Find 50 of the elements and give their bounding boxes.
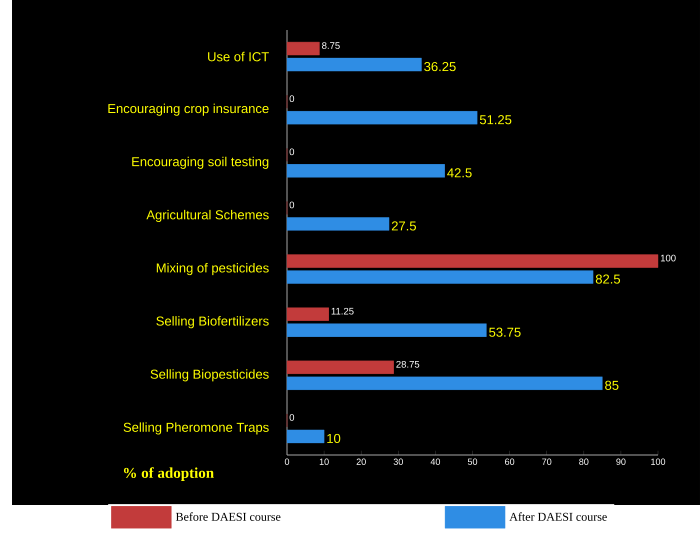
- bar: [286, 254, 658, 268]
- data-label: 0: [290, 202, 294, 208]
- y-tick-label: Use of ICT: [208, 52, 269, 62]
- data-label: 11.25: [332, 308, 354, 315]
- data-label: 10: [327, 434, 340, 444]
- data-label: 51.25: [480, 115, 512, 124]
- bar: [286, 323, 487, 337]
- bar: [286, 110, 478, 124]
- bar: [286, 58, 422, 72]
- x-axis-title: % of adoption: [124, 467, 214, 482]
- x-tick-label: 40: [430, 458, 440, 465]
- y-tick-label: Selling Pheromone Traps: [124, 422, 269, 434]
- data-label: 82.5: [596, 274, 620, 284]
- data-label: 85: [605, 380, 618, 390]
- y-tick-label: Mixing of pesticides: [156, 263, 269, 276]
- y-tick-label: Selling Biopesticides: [150, 369, 269, 382]
- bar: [286, 360, 394, 374]
- x-tick-label: 100: [651, 458, 666, 465]
- data-label: 27.5: [392, 221, 416, 231]
- bar: [286, 376, 603, 390]
- x-tick-label: 20: [356, 458, 366, 465]
- x-tick-label: 80: [579, 458, 588, 465]
- y-tick-label: Encouraging soil testing: [132, 156, 268, 169]
- data-label: 0: [290, 95, 294, 102]
- x-tick-label: 10: [320, 458, 329, 465]
- data-label: 0: [290, 148, 294, 156]
- bar: [286, 307, 329, 321]
- x-tick-label: 60: [505, 458, 514, 465]
- y-tick-label: Selling Biofertilizers: [156, 316, 269, 328]
- y-tick-label: Encouraging crop insurance: [108, 104, 269, 116]
- x-tick-label: 0: [284, 458, 290, 465]
- data-label: 28.75: [396, 360, 420, 368]
- x-tick-label: 90: [616, 458, 626, 465]
- data-label: 8.75: [322, 42, 340, 49]
- data-label: 53.75: [489, 328, 521, 337]
- legend-label: Before DAESI course: [176, 512, 280, 521]
- bar: [286, 270, 594, 284]
- data-label: 100: [660, 254, 676, 262]
- data-label: 42.5: [447, 168, 472, 178]
- data-label: 0: [290, 414, 294, 421]
- bar: [286, 42, 320, 56]
- x-tick-label: 70: [542, 458, 552, 465]
- data-label: 36.25: [424, 62, 456, 72]
- legend-label: After DAESI course: [509, 512, 607, 521]
- bar: [286, 430, 324, 444]
- x-tick-label: 30: [394, 458, 403, 465]
- bar: [286, 217, 390, 231]
- bar: [286, 164, 445, 178]
- x-tick-label: 50: [468, 458, 478, 465]
- y-tick-label: Agricultural Schemes: [146, 210, 269, 222]
